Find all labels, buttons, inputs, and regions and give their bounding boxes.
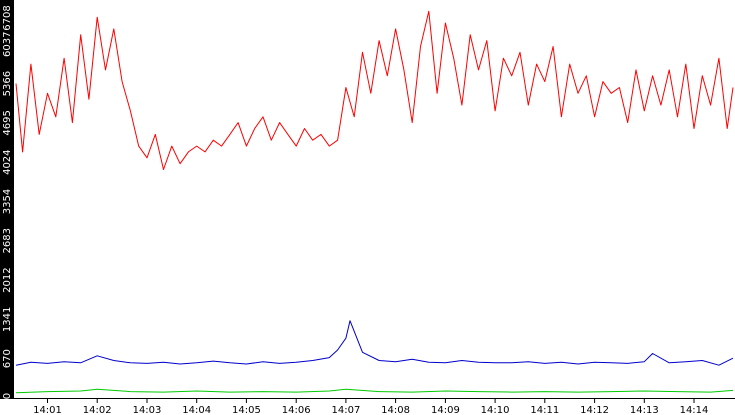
series-line-0 <box>15 10 734 170</box>
y-tick-label: 1341 <box>2 307 13 332</box>
y-tick-label: 4695 <box>2 110 13 135</box>
y-tick-label: 5366 <box>2 71 13 96</box>
x-tick-label: 14:10 <box>481 405 510 415</box>
x-tick-label: 14:02 <box>83 405 112 415</box>
y-tick-label: 4024 <box>2 149 13 174</box>
x-tick-label: 14:03 <box>133 405 162 415</box>
y-tick-label: 2012 <box>2 267 13 292</box>
y-tick-label: 3354 <box>2 189 13 214</box>
axis-layer <box>0 0 735 399</box>
y-axis-strip <box>0 0 14 398</box>
series-layer <box>15 10 734 394</box>
y-tick-label: 6708 <box>2 5 13 30</box>
x-tick-label: 14:11 <box>530 405 559 415</box>
series-line-1 <box>15 320 734 366</box>
y-tick-label: 670 <box>2 349 13 368</box>
x-tick-label: 14:08 <box>381 405 410 415</box>
x-tick-label: 14:07 <box>331 405 360 415</box>
x-tick-label: 14:13 <box>630 405 659 415</box>
x-tick-layer: 14:01 14:02 14:03 14:04 14:05 14:06 14:07 14:08… <box>33 398 708 415</box>
y-tick-label: 6037 <box>2 32 13 57</box>
x-tick-label: 14:05 <box>232 405 261 415</box>
x-tick-label: 14:01 <box>33 405 62 415</box>
x-tick-label: 14:09 <box>431 405 460 415</box>
series-line-2 <box>15 388 734 394</box>
x-tick-label: 14:14 <box>680 405 709 415</box>
y-tick-layer: 0 670 1341 2012 2683 3354 4024 4695 5366 6037 6708 <box>2 5 13 399</box>
y-tick-label: 2683 <box>2 228 13 253</box>
x-tick-label: 14:06 <box>282 405 311 415</box>
x-tick-label: 14:04 <box>182 405 211 415</box>
x-tick-label: 14:12 <box>580 405 609 415</box>
y-tick-label: 0 <box>2 393 13 399</box>
